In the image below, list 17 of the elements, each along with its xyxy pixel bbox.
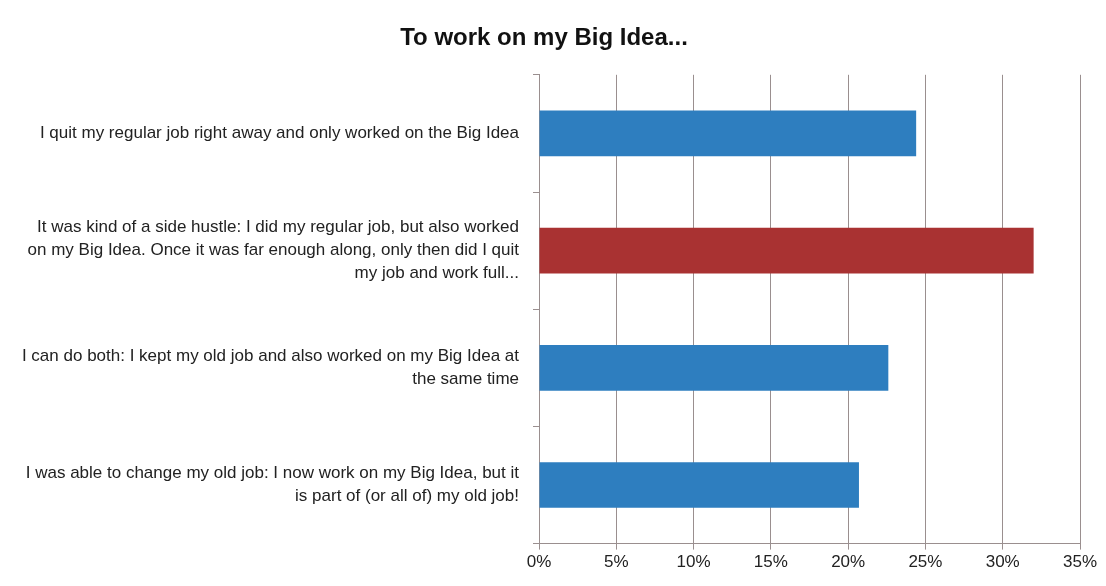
x-tick-label: 15% — [753, 552, 788, 572]
x-tick-label: 35% — [1062, 552, 1098, 572]
y-tick-label: I can do both: I kept my old job and also worked on my Big Idea at the same time — [21, 346, 520, 388]
y-tick-label: It was kind of a side hustle: I did my regular job, but also worked on my Big Idea. Once it was far enough along, only then did I quit my job and work full... — [27, 217, 520, 283]
chart-title: To work on my Big Idea... — [400, 23, 688, 51]
x-tick-label: 20% — [831, 552, 866, 572]
bar — [539, 227, 1034, 274]
bar — [539, 110, 917, 157]
x-tick-label: 0% — [526, 552, 552, 572]
x-tick-label: 10% — [676, 552, 711, 572]
bar — [539, 462, 859, 508]
y-tick-label: I was able to change my old job: I now work on my Big Idea, but it is part of (or all of) my old job! — [25, 463, 520, 506]
x-tick-label: 25% — [908, 552, 943, 572]
bar — [539, 344, 889, 391]
x-tick-label: 30% — [985, 552, 1020, 572]
y-tick-label: I quit my regular job right away and only worked on the Big Idea — [39, 123, 520, 143]
x-tick-label: 5% — [604, 552, 629, 572]
